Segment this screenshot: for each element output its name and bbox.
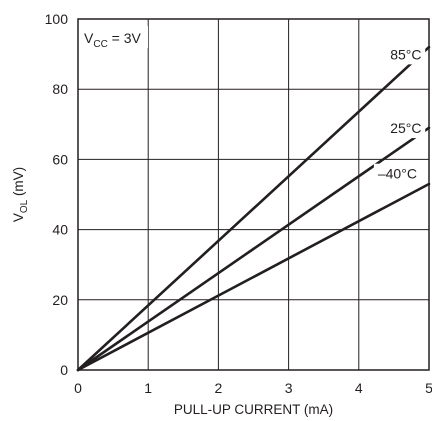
y-tick-label-3: 60 <box>52 151 68 167</box>
y-tick-label-4: 80 <box>52 81 68 97</box>
series-label-0: 85°C <box>390 46 421 62</box>
tick-labels: 0 1 2 3 4 5 0 20 40 60 80 100 <box>45 11 432 396</box>
series-line-0 <box>76 45 431 372</box>
x-tick-label-1: 1 <box>144 380 152 396</box>
annotation-background <box>80 26 148 48</box>
x-tick-label-5: 5 <box>425 380 432 396</box>
grid <box>78 19 429 370</box>
x-axis-title: PULL-UP CURRENT (mA) <box>174 402 333 417</box>
series-line-2 <box>76 182 431 372</box>
series-line-1 <box>76 126 431 372</box>
plot-frame <box>77 18 430 371</box>
y-tick-label-5: 100 <box>45 11 69 27</box>
series-label-2: –40°C <box>378 166 417 182</box>
y-tick-label-0: 0 <box>60 362 68 378</box>
vcc-annotation-sub: CC <box>93 39 107 50</box>
y-axis-title-sub: OL <box>19 199 30 213</box>
x-tick-label-2: 2 <box>215 380 223 396</box>
series-label-bg-2 <box>373 163 421 184</box>
x-tick-label-0: 0 <box>74 380 82 396</box>
vcc-annotation: VCC = 3V <box>84 30 142 50</box>
series-label-bg-1 <box>386 118 426 139</box>
x-tick-label-4: 4 <box>355 380 363 396</box>
y-axis-title: VOL (mV) <box>11 167 30 222</box>
series-labels: 85°C 25°C –40°C <box>373 44 426 184</box>
vcc-annotation-main: V <box>84 30 94 46</box>
y-axis-title-main: V <box>11 213 26 222</box>
y-axis-title-unit: (mV) <box>11 167 26 200</box>
y-tick-label-1: 20 <box>52 292 68 308</box>
series-layer <box>76 45 431 372</box>
x-tick-label-3: 3 <box>285 380 293 396</box>
series-label-1: 25°C <box>390 120 421 136</box>
vcc-annotation-rest: = 3V <box>108 30 142 46</box>
y-tick-label-2: 40 <box>52 222 68 238</box>
series-label-bg-0 <box>386 44 426 65</box>
